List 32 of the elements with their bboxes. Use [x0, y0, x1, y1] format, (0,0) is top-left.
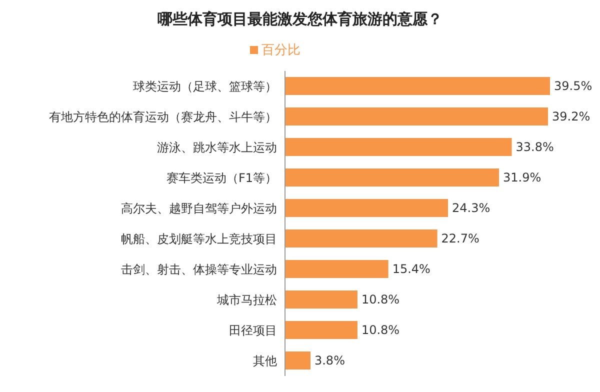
bar — [285, 77, 550, 95]
y-tick-label: 击剑、射击、体操等专业运动 — [121, 262, 277, 277]
data-label: 24.3% — [452, 201, 490, 216]
y-tick-label: 其他 — [253, 354, 277, 368]
legend-label: 百分比 — [262, 43, 300, 58]
data-label: 22.7% — [441, 232, 480, 246]
data-label: 3.8% — [314, 354, 345, 368]
data-label: 31.9% — [503, 170, 542, 185]
bar — [285, 199, 448, 217]
bar — [285, 260, 388, 278]
data-label: 39.2% — [552, 110, 590, 124]
data-label: 10.8% — [361, 323, 400, 338]
y-tick-label: 田径项目 — [229, 324, 277, 338]
bar — [285, 352, 310, 370]
bar — [285, 321, 358, 339]
bar — [285, 168, 500, 186]
y-tick-label: 帆船、皮划艇等水上竞技项目 — [121, 232, 277, 246]
bar — [285, 230, 438, 248]
y-tick-label: 游泳、跳水等水上运动 — [157, 140, 277, 155]
y-tick-label: 有地方特色的体育运动（赛龙舟、斗牛等） — [49, 110, 277, 124]
bar — [285, 290, 358, 308]
data-label: 10.8% — [361, 292, 400, 307]
bar — [285, 108, 548, 126]
bar — [285, 138, 512, 156]
y-tick-label: 球类运动（足球、篮球等） — [133, 80, 277, 94]
y-tick-label: 高尔夫、越野自驾等户外运动 — [121, 202, 277, 216]
data-label: 15.4% — [392, 262, 430, 276]
chart-title: 哪些体育项目最能激发您体育旅游的意愿？ — [156, 10, 444, 29]
y-tick-label: 城市马拉松 — [216, 293, 277, 308]
data-label: 39.5% — [554, 79, 592, 94]
y-tick-label: 赛车类运动（F1等） — [166, 171, 277, 186]
data-label: 33.8% — [516, 140, 554, 154]
